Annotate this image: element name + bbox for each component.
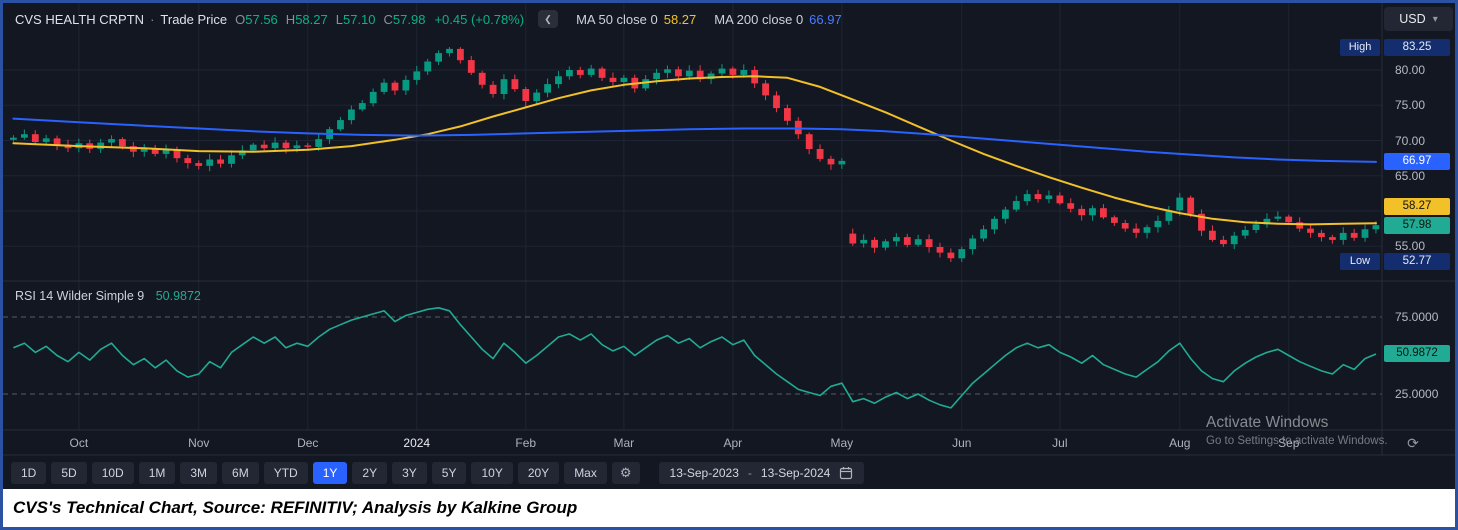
range-button-10y[interactable]: 10Y	[471, 461, 513, 485]
ma200-value-badge: 66.97	[1384, 153, 1450, 171]
range-button-5d[interactable]: 5D	[51, 461, 87, 485]
time-tick-apr: Apr	[723, 436, 743, 450]
grid-layer	[3, 3, 1382, 430]
caption-bar: CVS's Technical Chart, Source: REFINITIV…	[3, 489, 1455, 527]
range-toolbar: 1D 5D 10D 1M 3M 6M YTD 1Y 2Y 3Y 5Y 10Y 20Y Max ⚙ 13-S…	[11, 460, 865, 486]
price-tick-label: 75.00	[1395, 98, 1426, 113]
price-tick-label: 80.00	[1395, 63, 1426, 77]
chart-legend: CVS HEALTH CRPTN · Trade Price O57.56 H5…	[15, 10, 842, 28]
time-tick-may: May	[830, 436, 854, 450]
range-button-2y[interactable]: 2Y	[352, 461, 388, 485]
low-label-chip: Low	[1340, 253, 1380, 271]
time-tick-dec: Dec	[297, 436, 319, 450]
gear-icon: ⚙	[619, 465, 632, 481]
rsi-legend: RSI 14 Wilder Simple 9 50.9872	[15, 289, 201, 303]
ma200-label: MA 200 close 0	[714, 11, 804, 27]
close-key: C	[383, 11, 393, 27]
date-to: 13-Sep-2024	[760, 466, 831, 480]
dividers-layer	[3, 3, 1455, 456]
ma-lines-layer	[12, 75, 1377, 226]
time-tick-mar: Mar	[613, 436, 635, 450]
date-range-picker[interactable]: 13-Sep-2023 - 13-Sep-2024	[658, 462, 865, 484]
time-tick-aug: Aug	[1169, 436, 1191, 450]
rsi-legend-value: 50.9872	[155, 289, 201, 303]
close-val: 57.98	[392, 11, 426, 27]
range-button-10d[interactable]: 10D	[91, 461, 134, 485]
time-axis[interactable]: Oct Nov Dec 2024 Feb Mar Apr May Jun Jul Aug Sep	[3, 430, 1382, 455]
chevron-down-icon: ▾	[1432, 13, 1438, 25]
open-val: 57.56	[245, 11, 278, 27]
price-tick-label: 65.00	[1395, 168, 1426, 183]
range-button-1d[interactable]: 1D	[11, 461, 47, 485]
low-key: L	[335, 11, 343, 27]
open-key: O	[235, 11, 246, 27]
low-value-badge: 52.77	[1384, 253, 1450, 271]
rsi-line	[13, 306, 1377, 409]
overlay-ma-50	[12, 75, 1377, 226]
close-value: C57.98	[384, 12, 426, 27]
range-buttons: 1D 5D 10D 1M 3M 6M YTD 1Y 2Y 3Y 5Y 10Y 20Y Max	[11, 461, 607, 485]
chart-settings-button[interactable]: ⚙	[611, 462, 640, 484]
chevron-left-icon: ❮	[544, 13, 552, 24]
collapse-legend-button[interactable]: ❮	[538, 10, 559, 28]
range-button-20y[interactable]: 20Y	[517, 461, 560, 485]
calendar-icon	[839, 466, 853, 480]
range-button-6m[interactable]: 6M	[222, 461, 259, 485]
price-tick-label: 55.00	[1395, 239, 1426, 254]
currency-selector[interactable]: USD ▾	[1384, 7, 1453, 31]
low-val: 57.10	[342, 11, 376, 27]
range-button-5y[interactable]: 5Y	[431, 461, 467, 485]
high-key: H	[285, 11, 296, 27]
time-tick-nov: Nov	[188, 436, 210, 450]
high-value: H58.27	[286, 12, 328, 27]
time-tick-jul: Jul	[1052, 436, 1068, 450]
date-from: 13-Sep-2023	[669, 466, 739, 480]
series-type-label: Trade Price	[160, 11, 228, 27]
range-button-3y[interactable]: 3Y	[392, 461, 427, 485]
time-tick-feb: Feb	[515, 436, 537, 450]
low-value: L57.10	[336, 12, 376, 27]
time-tick-jun: Jun	[952, 436, 972, 450]
time-tick-sep: Sep	[1278, 436, 1300, 450]
high-val: 58.27	[295, 11, 328, 27]
refresh-icon: ⟳	[1407, 435, 1419, 451]
chart-canvas[interactable]	[3, 3, 1455, 489]
high-label-chip: High	[1340, 38, 1380, 56]
open-value: O57.56	[235, 12, 278, 27]
ma200-legend: MA 200 close 0 66.97	[714, 12, 841, 27]
range-button-ytd[interactable]: YTD	[263, 461, 308, 485]
ma50-value-badge: 58.27	[1384, 197, 1450, 215]
caption-text: CVS's Technical Chart, Source: REFINITIV…	[13, 498, 578, 517]
rsi-upper-label: 75.0000	[1395, 310, 1439, 324]
time-tick-2024: 2024	[403, 436, 431, 450]
symbol-name: CVS HEALTH CRPTN	[15, 11, 145, 27]
price-scale[interactable]: 80.00 75.00 70.00 65.00 55.00 83.25 52.77 66.97…	[1382, 3, 1455, 455]
range-button-3m[interactable]: 3M	[180, 461, 218, 485]
legend-separator: ·	[150, 11, 155, 27]
trading-chart-app: CVS HEALTH CRPTN · Trade Price O57.56 H5…	[3, 3, 1455, 489]
high-value-badge: 83.25	[1384, 38, 1450, 56]
change-value: +0.45 (+0.78%)	[434, 11, 525, 27]
time-tick-oct: Oct	[69, 436, 89, 450]
date-separator: -	[747, 466, 752, 480]
currency-label: USD	[1399, 12, 1426, 26]
rsi-lower-label: 25.0000	[1395, 387, 1439, 401]
candles-layer	[10, 47, 1380, 262]
range-button-1m[interactable]: 1M	[138, 461, 176, 485]
overlay-ma-200	[12, 117, 1377, 163]
ma50-value: 58.27	[663, 11, 697, 27]
price-tick-label: 70.00	[1395, 133, 1426, 148]
range-button-1y[interactable]: 1Y	[312, 461, 348, 485]
rsi-value-badge: 50.9872	[1384, 345, 1450, 363]
last-price-badge: 57.98	[1384, 216, 1450, 234]
ma50-label: MA 50 close 0	[576, 11, 658, 27]
rsi-legend-label: RSI 14 Wilder Simple 9	[15, 289, 145, 303]
rsi-layer	[3, 306, 1382, 409]
ma200-value: 66.97	[809, 11, 842, 27]
range-button-max[interactable]: Max	[564, 461, 607, 485]
ma50-legend: MA 50 close 0 58.27	[576, 12, 696, 27]
axis-corner-icon[interactable]: ⟳	[1404, 434, 1422, 452]
